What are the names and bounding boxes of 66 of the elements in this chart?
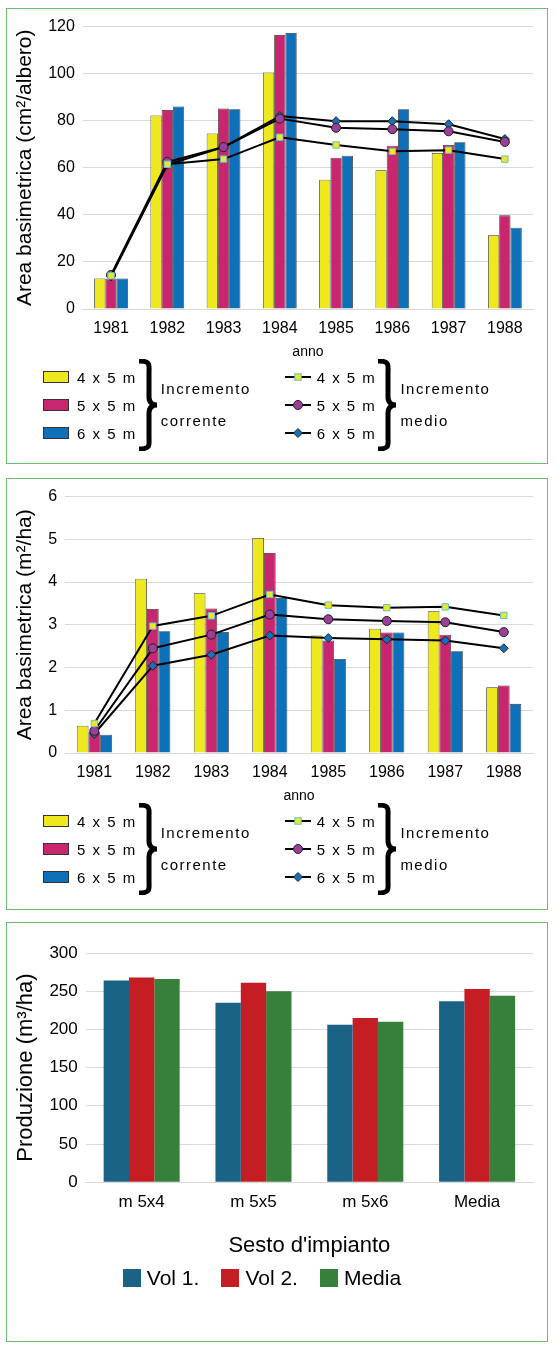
legend-label: 4 x 5 m <box>316 368 377 386</box>
legend-label: 5 x 5 m <box>77 396 137 414</box>
text: Incremento medio <box>400 379 492 431</box>
x-tick-label: 1985 <box>310 763 347 781</box>
legend-label: 5 x 5 m <box>316 840 377 858</box>
y-tick-label: 5 <box>48 529 58 547</box>
y-tick-label: 40 <box>57 205 75 223</box>
y-tick-label: 50 <box>58 1133 78 1153</box>
legend-label: 5 x 5 m <box>77 840 137 858</box>
y-axis-title: Area basimetrica (cm²/albero) <box>12 29 36 307</box>
legend-label: 4 x 5 m <box>77 812 137 830</box>
x-tick-label: 1981 <box>76 763 113 781</box>
legend-label: 6 x 5 m <box>77 424 137 442</box>
x-tick-label: 1988 <box>487 319 523 337</box>
x-tick-label: 1988 <box>485 763 522 781</box>
y-tick-label: 0 <box>68 1171 78 1191</box>
y-tick-label: 120 <box>48 17 75 35</box>
x-tick-label: 1983 <box>193 763 230 781</box>
text: Incremento corrente <box>160 379 252 431</box>
x-tick-label: m 5x4 <box>118 1192 165 1212</box>
y-tick-label: 0 <box>48 743 58 761</box>
x-axis-title: Sesto d'impianto <box>228 1231 391 1257</box>
y-tick-label: 150 <box>49 1057 78 1077</box>
legend-label: Vol 1. <box>146 1266 200 1290</box>
x-tick-label: 1983 <box>205 319 242 337</box>
y-tick-label: 4 <box>48 572 58 590</box>
x-tick-label: 1982 <box>135 763 171 781</box>
y-tick-label: 300 <box>49 942 78 962</box>
y-tick-label: 60 <box>57 158 75 176</box>
y-tick-label: 6 <box>48 487 58 505</box>
x-tick-label: 1984 <box>262 319 298 337</box>
y-axis-title: Area basimetrica (m²/ha) <box>12 509 36 741</box>
legend-label: Vol 2. <box>245 1266 298 1290</box>
x-tick-label: m 5x5 <box>230 1192 277 1212</box>
x-tick-label: Media <box>453 1192 501 1212</box>
x-tick-label: 1987 <box>430 319 467 337</box>
legend-label: 4 x 5 m <box>316 812 377 830</box>
legend-label: 6 x 5 m <box>77 868 137 886</box>
x-tick-label: 1982 <box>149 319 186 337</box>
y-tick-label: 100 <box>49 1095 78 1115</box>
y-axis-title: Produzione (m³/ha) <box>12 973 38 1162</box>
legend-label: 6 x 5 m <box>316 424 377 442</box>
y-tick-label: 2 <box>48 657 58 675</box>
legend-label: Media <box>343 1266 402 1290</box>
y-tick-label: 100 <box>48 64 75 82</box>
y-tick-label: 0 <box>65 299 75 317</box>
x-tick-label: 1986 <box>368 763 405 781</box>
legend-label: 6 x 5 m <box>316 868 377 886</box>
y-tick-label: 3 <box>48 615 58 633</box>
x-axis-title: anno <box>292 343 324 360</box>
y-tick-label: 20 <box>57 252 75 270</box>
x-tick-label: m 5x6 <box>342 1192 389 1212</box>
legend-label: 5 x 5 m <box>316 396 377 414</box>
y-tick-label: 200 <box>49 1019 78 1039</box>
text: Incremento medio <box>400 823 492 875</box>
x-tick-label: 1985 <box>318 319 354 337</box>
x-tick-label: 1981 <box>93 319 129 337</box>
y-tick-label: 250 <box>49 980 78 1000</box>
text: Incremento corrente <box>160 823 252 875</box>
legend-label: 4 x 5 m <box>77 368 137 386</box>
x-tick-label: 1986 <box>374 319 411 337</box>
x-axis-title: anno <box>283 787 315 804</box>
y-tick-label: 1 <box>48 700 58 718</box>
x-tick-label: 1987 <box>427 763 464 781</box>
y-tick-label: 80 <box>57 111 75 129</box>
x-tick-label: 1984 <box>252 763 288 781</box>
